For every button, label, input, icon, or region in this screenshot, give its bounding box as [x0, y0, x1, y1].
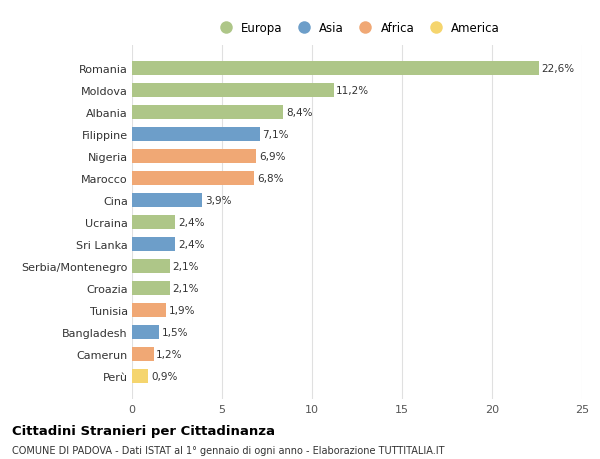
Bar	[132, 194, 202, 208]
Text: 2,4%: 2,4%	[178, 240, 205, 250]
Text: 2,1%: 2,1%	[173, 262, 199, 271]
Bar	[132, 347, 154, 361]
Bar	[132, 303, 166, 318]
Legend: Europa, Asia, Africa, America: Europa, Asia, Africa, America	[212, 20, 502, 38]
Text: COMUNE DI PADOVA - Dati ISTAT al 1° gennaio di ogni anno - Elaborazione TUTTITAL: COMUNE DI PADOVA - Dati ISTAT al 1° genn…	[12, 446, 445, 455]
Text: 11,2%: 11,2%	[336, 86, 370, 96]
Text: Cittadini Stranieri per Cittadinanza: Cittadini Stranieri per Cittadinanza	[12, 424, 275, 437]
Text: 1,5%: 1,5%	[162, 327, 188, 337]
Bar	[132, 128, 260, 142]
Bar	[132, 237, 175, 252]
Bar	[132, 325, 159, 339]
Bar	[132, 62, 539, 76]
Bar	[132, 106, 283, 120]
Text: 6,9%: 6,9%	[259, 152, 286, 162]
Text: 6,8%: 6,8%	[257, 174, 284, 184]
Bar	[132, 281, 170, 296]
Text: 7,1%: 7,1%	[263, 130, 289, 140]
Text: 3,9%: 3,9%	[205, 196, 232, 206]
Text: 8,4%: 8,4%	[286, 108, 313, 118]
Bar	[132, 150, 256, 164]
Text: 22,6%: 22,6%	[542, 64, 575, 74]
Bar	[132, 84, 334, 98]
Text: 1,9%: 1,9%	[169, 305, 196, 315]
Text: 0,9%: 0,9%	[151, 371, 177, 381]
Bar	[132, 369, 148, 383]
Bar	[132, 215, 175, 230]
Bar	[132, 172, 254, 186]
Text: 2,1%: 2,1%	[173, 283, 199, 293]
Bar	[132, 259, 170, 274]
Text: 1,2%: 1,2%	[156, 349, 183, 359]
Text: 2,4%: 2,4%	[178, 218, 205, 228]
